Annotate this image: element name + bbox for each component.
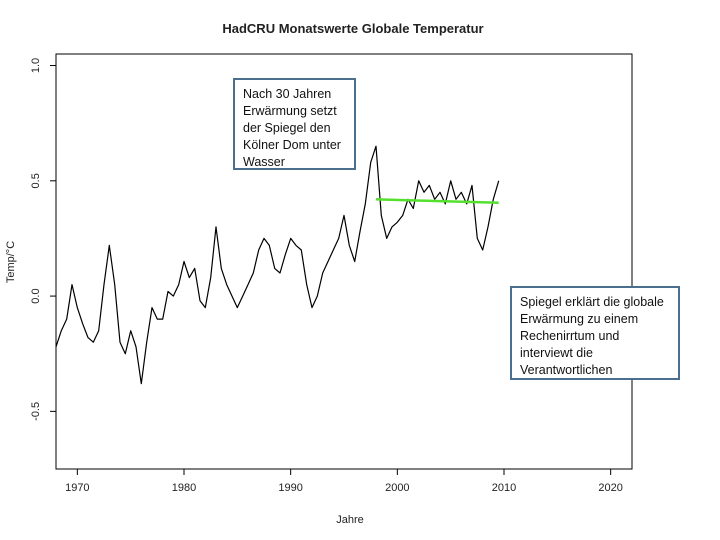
y-axis-label: Temp/°C bbox=[5, 241, 17, 283]
y-axis: -0.5 0.0 0.5 1.0 bbox=[30, 58, 56, 421]
x-tick-label: 1990 bbox=[278, 482, 302, 494]
x-tick-label: 1980 bbox=[172, 482, 196, 494]
y-tick-label: 1.0 bbox=[30, 58, 42, 73]
x-tick-label: 2010 bbox=[492, 482, 516, 494]
annotation-calculation-error: Spiegel erklärt die globale Erwärmung zu… bbox=[510, 286, 680, 380]
x-tick-label: 2000 bbox=[385, 482, 409, 494]
trend-line bbox=[375, 198, 499, 204]
y-tick-label: 0.0 bbox=[30, 288, 42, 303]
y-tick-label: -0.5 bbox=[30, 402, 42, 421]
x-tick-label: 1970 bbox=[65, 482, 89, 494]
temperature-series-line bbox=[55, 145, 500, 385]
x-tick-label: 2020 bbox=[598, 482, 622, 494]
x-axis: 1970 1980 1990 2000 2010 2020 bbox=[65, 469, 623, 494]
series-group bbox=[55, 145, 500, 385]
chart-title: HadCRU Monatswerte Globale Temperatur bbox=[222, 21, 483, 36]
plot-frame bbox=[55, 53, 633, 470]
y-tick-label: 0.5 bbox=[30, 173, 42, 188]
annotation-cologne-cathedral: Nach 30 Jahren Erwärmung setzt der Spieg… bbox=[233, 78, 356, 170]
x-axis-label: Jahre bbox=[336, 514, 364, 526]
